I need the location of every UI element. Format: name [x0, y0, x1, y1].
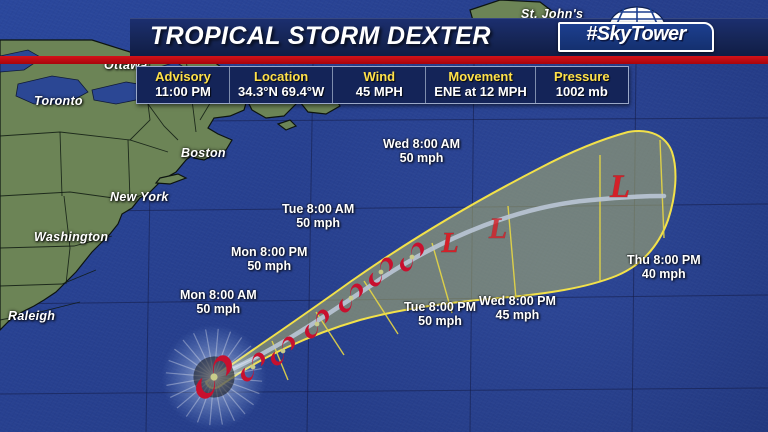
storm-spiral-arm — [213, 355, 232, 377]
low-pressure-symbol: L — [440, 228, 458, 259]
storm-spiral-arm — [271, 351, 284, 366]
advisory-column-wind: Wind 45 MPH — [333, 67, 427, 103]
storm-spiral-arm — [316, 309, 329, 324]
storm-eye — [250, 364, 256, 370]
forecast-position-storm-icon — [271, 336, 295, 366]
advisory-column-location: Location 34.3°N 69.4°W — [230, 67, 334, 103]
storm-eye — [348, 295, 354, 301]
advisory-column-value: 45 MPH — [355, 84, 403, 100]
storm-eye — [378, 269, 384, 275]
current-position-storm-icon — [161, 324, 267, 430]
advisory-column-header: Movement — [448, 69, 513, 84]
radar-dome-icon — [608, 6, 666, 27]
storm-spiral-arm — [252, 352, 265, 367]
advisory-column-value: 11:00 PM — [155, 84, 211, 100]
storm-eye — [280, 348, 286, 354]
skytower-logo: #SkyTower — [558, 6, 714, 56]
advisory-column-header: Advisory — [155, 69, 211, 84]
advisory-column-pressure: Pressure 1002 mb — [536, 67, 628, 103]
forecast-position-storm-icon — [369, 257, 393, 287]
storm-spiral-arm — [282, 336, 295, 351]
advisory-column-header: Wind — [363, 69, 396, 84]
low-pressure-layer: L LL — [440, 169, 630, 260]
advisory-column-advisory: Advisory 11:00 PM — [137, 67, 230, 103]
storm-eye — [409, 254, 415, 260]
storm-spiral-arm — [400, 257, 413, 272]
low-pressure-symbol: L — [609, 169, 630, 205]
storm-spiral-arm — [350, 283, 363, 298]
advisory-column-value: 34.3°N 69.4°W — [238, 84, 325, 100]
storm-spiral-arm — [196, 377, 215, 399]
storm-spiral-arm — [369, 272, 382, 287]
advisory-column-movement: Movement ENE at 12 MPH — [426, 67, 536, 103]
advisory-column-value: ENE at 12 MPH — [434, 84, 527, 100]
forecast-position-storm-icon — [241, 352, 265, 382]
storm-spiral-arm — [411, 242, 424, 257]
storm-spiral-arm — [380, 257, 393, 272]
state-borders — [0, 59, 217, 321]
skytower-wordmark-plate — [558, 22, 714, 52]
storm-spiral-arm — [241, 367, 254, 382]
page-title: TROPICAL STORM DEXTER — [150, 22, 491, 50]
advisory-data-table: Advisory 11:00 PM Location 34.3°N 69.4°W Win… — [136, 66, 629, 104]
storm-spiral-arm — [305, 324, 318, 339]
advisory-column-header: Pressure — [553, 69, 610, 84]
forecast-position-storm-icon — [305, 309, 329, 339]
low-pressure-symbol: L — [488, 212, 507, 245]
forecast-position-storm-icon — [400, 242, 424, 272]
accent-red-bar — [0, 56, 768, 64]
forecast-cone — [204, 130, 677, 390]
storm-spiral-arm — [339, 298, 352, 313]
advisory-column-value: 1002 mb — [555, 84, 608, 100]
storm-symbol-layer — [161, 242, 424, 430]
forecast-position-storm-icon — [339, 283, 363, 313]
skytower-wordmark-text: #SkyTower — [586, 23, 686, 45]
advisory-column-header: Location — [254, 69, 309, 84]
storm-eye — [314, 321, 320, 327]
storm-eye — [210, 373, 218, 381]
